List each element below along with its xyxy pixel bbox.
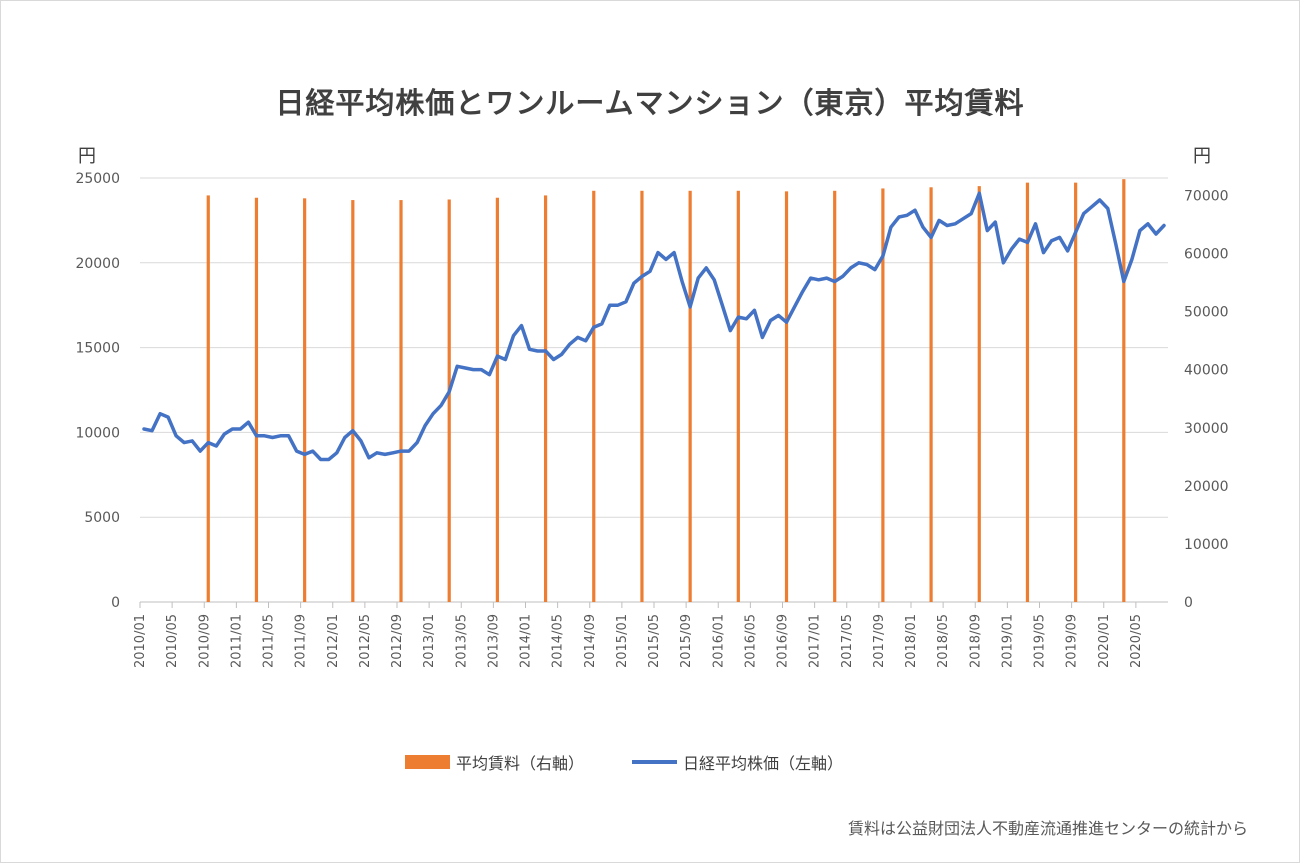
rent-bar — [399, 200, 403, 602]
x-axis-tick-label: 2012/05 — [358, 614, 373, 668]
left-axis-tick-label: 0 — [111, 595, 120, 611]
rent-bar — [688, 190, 692, 602]
x-axis-tick-label: 2018/01 — [904, 614, 919, 668]
x-axis-tick-label: 2010/01 — [133, 614, 148, 668]
x-axis-tick-label: 2014/01 — [519, 614, 534, 668]
source-note: 賃料は公益財団法人不動産流通推進センターの統計から — [847, 819, 1248, 838]
right-axis-tick-label: 0 — [1184, 595, 1193, 611]
rent-bar — [736, 190, 740, 602]
x-axis-tick-label: 2013/09 — [486, 614, 501, 668]
chart-title: 日経平均株価とワンルームマンション（東京）平均賃料 — [275, 86, 1025, 120]
x-axis-tick-label: 2018/05 — [936, 614, 951, 668]
rent-bar — [833, 190, 837, 602]
right-axis-tick-label: 40000 — [1184, 363, 1229, 379]
x-axis-tick-label: 2020/05 — [1129, 614, 1144, 668]
x-axis-tick-label: 2011/05 — [262, 614, 277, 668]
x-axis-tick-label: 2014/05 — [551, 614, 566, 668]
x-axis-tick-label: 2016/09 — [776, 614, 791, 668]
x-axis-tick-label: 2019/05 — [1033, 614, 1048, 668]
x-axis-tick-label: 2019/01 — [1000, 614, 1015, 668]
rent-bar — [592, 190, 596, 602]
x-axis-tick-label: 2012/09 — [390, 614, 405, 668]
right-axis-tick-label: 50000 — [1184, 305, 1229, 321]
left-axis-tick-label: 20000 — [75, 256, 120, 272]
rent-bar — [1074, 182, 1078, 602]
legend-label-nikkei: 日経平均株価（左軸） — [683, 754, 844, 773]
x-axis-tick-label: 2015/05 — [647, 614, 662, 668]
legend: 平均賃料（右軸） 日経平均株価（左軸） — [405, 750, 891, 774]
left-axis-tick-label: 25000 — [75, 171, 120, 187]
x-axis-tick-label: 2014/09 — [583, 614, 598, 668]
rent-bar — [977, 186, 981, 602]
left-axis-tick-label: 15000 — [75, 341, 120, 357]
x-axis-tick-label: 2016/01 — [711, 614, 726, 668]
x-axis-tick-label: 2010/09 — [197, 614, 212, 668]
x-axis-tick-label: 2011/01 — [229, 614, 244, 668]
x-axis-tick-label: 2013/05 — [454, 614, 469, 668]
right-axis-tick-label: 30000 — [1184, 421, 1229, 437]
legend-item-rent: 平均賃料（右軸） — [405, 750, 584, 774]
x-axis-tick-label: 2017/01 — [808, 614, 823, 668]
x-axis-tick-label: 2015/09 — [679, 614, 694, 668]
x-axis-tick-label: 2017/05 — [840, 614, 855, 668]
left-axis-tick-label: 10000 — [75, 425, 120, 441]
rent-bar — [929, 187, 933, 602]
nikkei-line — [142, 191, 1166, 462]
x-axis-tick-label: 2016/05 — [743, 614, 758, 668]
rent-bar — [351, 200, 355, 602]
rent-bar — [543, 195, 548, 602]
right-axis-unit: 円 — [1193, 146, 1211, 167]
rent-bar — [447, 199, 451, 602]
rent-bar — [254, 197, 259, 603]
x-axis-tick-label: 2018/09 — [968, 614, 983, 668]
legend-label-rent: 平均賃料（右軸） — [456, 754, 585, 773]
left-axis-unit: 円 — [78, 146, 96, 167]
rent-bar — [1122, 179, 1126, 603]
right-axis-tick-label: 70000 — [1184, 188, 1229, 204]
left-axis-tick-label: 5000 — [84, 510, 120, 526]
rent-bar — [640, 190, 644, 602]
x-axis-tick-label: 2015/01 — [615, 614, 630, 668]
x-axis-tick-label: 2013/01 — [422, 614, 437, 668]
right-axis-tick-label: 10000 — [1184, 537, 1229, 553]
x-axis-tick-label: 2017/09 — [872, 614, 887, 668]
legend-item-nikkei: 日経平均株価（左軸） — [632, 750, 843, 774]
right-axis-tick-label: 60000 — [1184, 247, 1229, 263]
legend-swatch-rent — [405, 755, 450, 769]
x-axis-tick-label: 2019/09 — [1065, 614, 1080, 668]
x-axis-tick-label: 2010/05 — [165, 614, 180, 668]
x-axis-tick-label: 2012/01 — [326, 614, 341, 668]
rent-bar — [206, 195, 210, 602]
x-axis-tick-label: 2020/01 — [1097, 614, 1112, 668]
rent-bar — [881, 188, 885, 603]
rent-bar — [784, 191, 789, 603]
x-axis-tick-label: 2011/09 — [294, 614, 309, 668]
rent-bar — [1025, 182, 1030, 602]
legend-swatch-nikkei — [632, 760, 678, 764]
rent-bar — [495, 197, 499, 603]
rent-bar — [303, 198, 307, 602]
right-axis-tick-label: 20000 — [1184, 479, 1229, 495]
